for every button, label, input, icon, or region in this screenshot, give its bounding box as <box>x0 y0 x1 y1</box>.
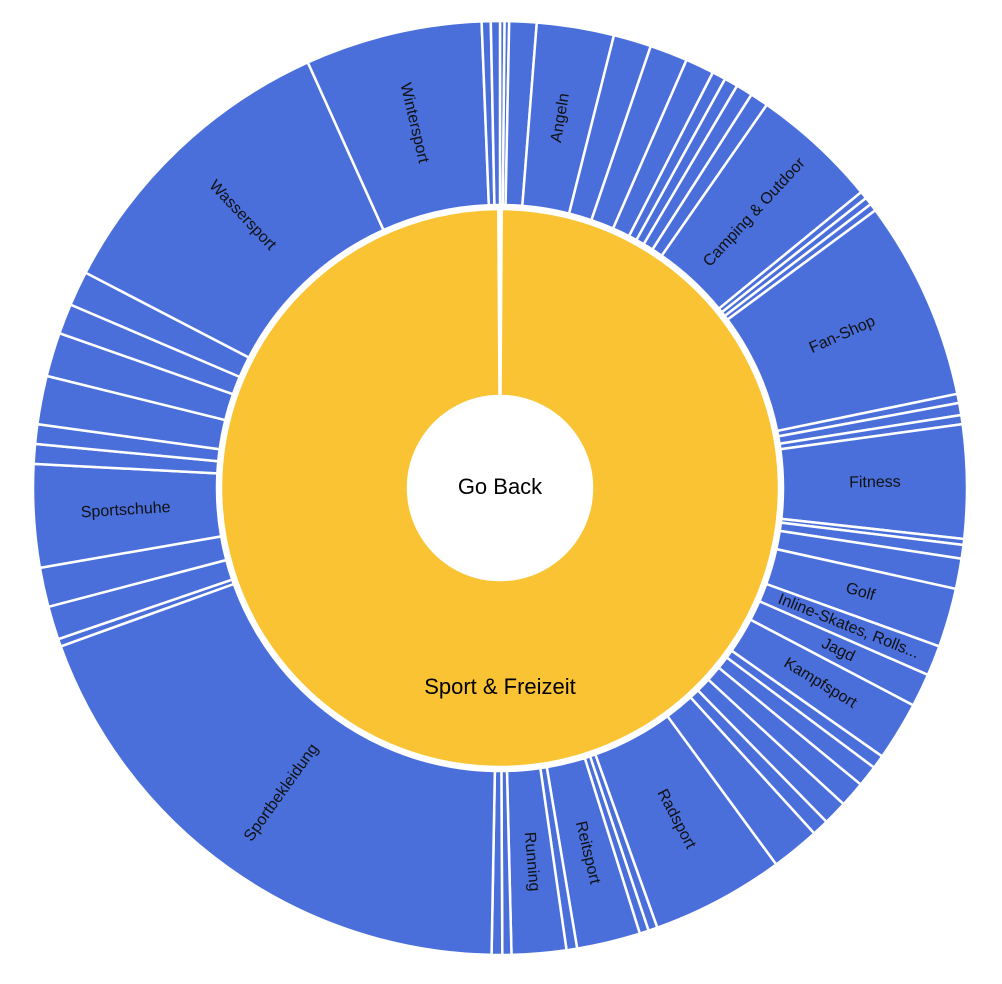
outer-ring <box>31 19 969 957</box>
go-back-button[interactable] <box>408 396 592 580</box>
inner-ring-label: Sport & Freizeit <box>424 674 576 699</box>
segment-55[interactable] <box>489 19 502 207</box>
segment-sportbekleidung[interactable] <box>59 582 497 957</box>
go-back-label: Go Back <box>458 474 543 499</box>
